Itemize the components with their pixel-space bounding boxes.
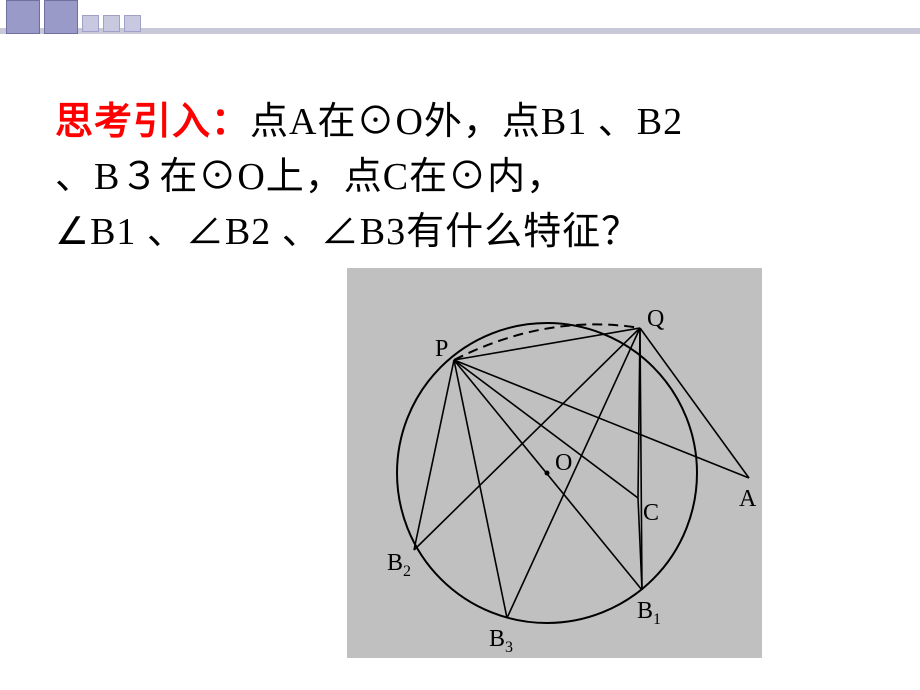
svg-text:A: A [739, 486, 757, 512]
svg-text:B1: B1 [637, 598, 661, 628]
svg-text:C: C [643, 500, 659, 526]
svg-text:O: O [555, 450, 572, 476]
svg-text:B2: B2 [387, 550, 411, 580]
svg-text:Q: Q [647, 306, 664, 332]
geometry-diagram: P Q A C B1 B2 B3 O [347, 268, 762, 658]
deco-small-square [82, 15, 99, 32]
deco-big-square [6, 0, 40, 34]
text-line-2: 、B３在⊙O上，点C在⊙内， [55, 150, 885, 205]
heading-text: 思考引入： [55, 101, 250, 143]
deco-small-square [124, 15, 141, 32]
line1-rest: 点A在⊙O外，点B1 、B2 [250, 101, 683, 143]
header-decoration [0, 0, 920, 34]
svg-text:B3: B3 [489, 626, 513, 656]
diagram-svg: P Q A C B1 B2 B3 O [347, 268, 762, 658]
slide-body: 思考引入：点A在⊙O外，点B1 、B2 、B３在⊙O上，点C在⊙内， ∠B1 、… [55, 95, 885, 260]
deco-small-square [103, 15, 120, 32]
svg-text:P: P [435, 336, 448, 362]
text-line-1: 思考引入：点A在⊙O外，点B1 、B2 [55, 95, 885, 150]
text-line-3: ∠B1 、∠B2 、∠B3有什么特征？ [55, 205, 885, 260]
deco-big-square [44, 0, 78, 34]
